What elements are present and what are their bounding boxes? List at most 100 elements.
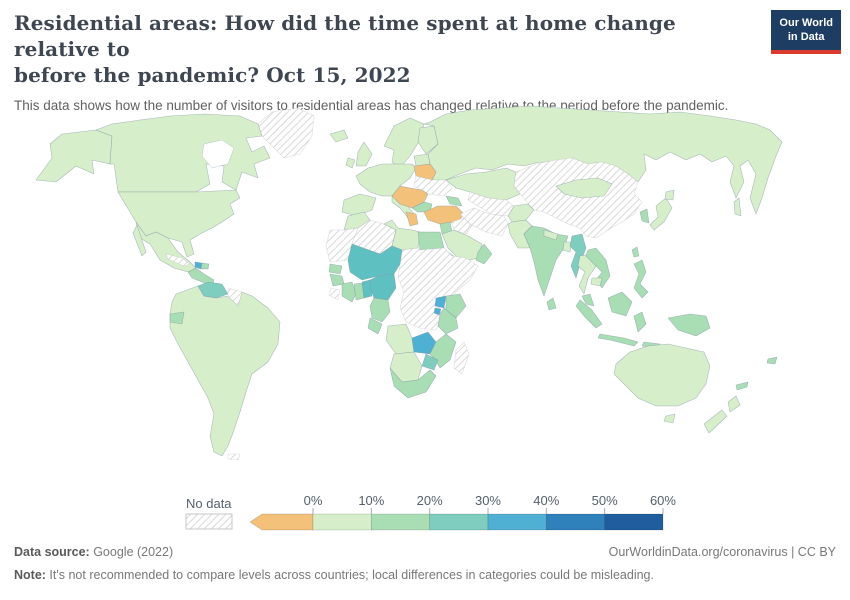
country-sri-lanka[interactable] xyxy=(546,297,557,311)
note-label: Note: xyxy=(14,568,46,582)
legend-segment-p40_50[interactable] xyxy=(545,513,606,531)
country-greece[interactable] xyxy=(405,211,419,227)
owid-logo[interactable]: Our World in Data xyxy=(771,10,841,54)
country-guyana-suriname[interactable] xyxy=(227,287,243,307)
legend-no-data-swatch[interactable] xyxy=(185,513,233,530)
country-western-europe[interactable] xyxy=(355,163,417,197)
country-balkans-hungary-serbia-romania[interactable] xyxy=(391,185,429,209)
data-source: Data source: Google (2022) xyxy=(14,545,173,559)
country-south-korea[interactable] xyxy=(639,208,650,224)
country-canada[interactable] xyxy=(95,113,271,193)
legend-tick-label: 0% xyxy=(304,493,323,508)
country-china[interactable] xyxy=(513,157,643,239)
legend-segment-p0_10[interactable] xyxy=(312,513,372,531)
chart-header: Residential areas: How did the time spen… xyxy=(14,10,764,115)
legend-segment-p30_40[interactable] xyxy=(487,513,547,531)
legend-arrow-below-zero[interactable] xyxy=(249,513,314,531)
country-greenland[interactable] xyxy=(257,107,315,159)
country-philippines[interactable] xyxy=(633,259,649,299)
country-cambodia[interactable] xyxy=(590,277,603,287)
country-turkey[interactable] xyxy=(423,205,465,225)
country-cameroon[interactable] xyxy=(369,297,391,323)
country-borneo[interactable] xyxy=(607,291,633,317)
country-rwanda[interactable] xyxy=(433,307,442,316)
country-cuba[interactable] xyxy=(165,253,191,267)
legend-tick-label: 20% xyxy=(417,493,443,508)
country-myanmar[interactable] xyxy=(569,233,587,279)
country-mali-niger-burkina[interactable] xyxy=(347,243,403,281)
country-new-zealand-south[interactable] xyxy=(703,409,728,434)
country-norway-sweden[interactable] xyxy=(383,117,425,169)
country-togo-benin[interactable] xyxy=(361,279,373,299)
page-title-line-2: before the pandemic? Oct 15, 2022 xyxy=(14,63,411,87)
country-senegal[interactable] xyxy=(328,263,343,275)
country-baja-california[interactable] xyxy=(132,224,147,257)
country-mongolia[interactable] xyxy=(555,177,613,199)
country-australia[interactable] xyxy=(613,343,711,407)
country-egypt[interactable] xyxy=(417,231,445,251)
country-taiwan[interactable] xyxy=(631,246,640,258)
country-dominican-republic[interactable] xyxy=(200,262,210,270)
country-ivory-coast[interactable] xyxy=(341,281,357,303)
chart-footer: Data source: Google (2022) OurWorldinDat… xyxy=(14,545,836,582)
country-bangladesh[interactable] xyxy=(562,241,573,253)
country-sierra-leone-liberia[interactable] xyxy=(328,287,341,301)
legend-segment-p50_60[interactable] xyxy=(604,513,664,531)
country-iran[interactable] xyxy=(459,207,509,237)
country-sulawesi[interactable] xyxy=(633,311,647,333)
country-iceland[interactable] xyxy=(329,129,349,143)
legend-tick-label: 50% xyxy=(592,493,618,508)
country-kenya[interactable] xyxy=(445,293,467,319)
hudson-bay xyxy=(201,139,235,169)
country-alaska[interactable] xyxy=(35,129,113,183)
note: Note: It's not recommended to compare le… xyxy=(14,568,836,582)
country-nepal[interactable] xyxy=(543,229,559,241)
country-gabon-congo[interactable] xyxy=(367,317,383,335)
country-madagascar[interactable] xyxy=(453,341,470,375)
data-source-value: Google (2022) xyxy=(89,545,174,559)
country-chad-sudan-horn-drc[interactable] xyxy=(397,247,479,331)
country-fiji[interactable] xyxy=(766,356,778,365)
legend-tick-label: 10% xyxy=(358,493,384,508)
country-java[interactable] xyxy=(597,333,639,347)
country-ireland[interactable] xyxy=(345,157,356,169)
country-bulgaria[interactable] xyxy=(411,201,433,213)
country-belarus[interactable] xyxy=(413,163,437,181)
country-japan[interactable] xyxy=(649,197,673,231)
country-united-kingdom[interactable] xyxy=(355,141,373,167)
country-caucasus[interactable] xyxy=(445,195,463,207)
country-new-caledonia[interactable] xyxy=(735,381,749,391)
country-japan-hokkaido[interactable] xyxy=(664,189,675,201)
country-sakhalin[interactable] xyxy=(733,197,742,217)
country-spain-portugal[interactable] xyxy=(341,193,377,217)
country-new-zealand-north[interactable] xyxy=(727,395,741,413)
legend-tick-label: 30% xyxy=(475,493,501,508)
country-ecuador[interactable] xyxy=(169,311,185,325)
country-uganda[interactable] xyxy=(434,295,447,309)
note-value: It's not recommended to compare levels a… xyxy=(45,568,654,582)
country-tasmania[interactable] xyxy=(663,413,676,424)
country-finland[interactable] xyxy=(417,125,439,155)
owid-logo-line-2: in Data xyxy=(787,31,825,44)
country-russia[interactable] xyxy=(423,105,783,215)
country-falkland-islands[interactable] xyxy=(227,453,241,461)
legend-segment-p10_20[interactable] xyxy=(370,513,431,531)
country-sumatra[interactable] xyxy=(575,299,603,329)
country-south-america[interactable] xyxy=(169,285,281,457)
owid-logo-line-1: Our World xyxy=(779,17,833,29)
legend-no-data-label: No data xyxy=(186,496,232,511)
legend-segment-p20_30[interactable] xyxy=(429,513,489,531)
owid-link[interactable]: OurWorldinData.org/coronavirus | CC BY xyxy=(608,545,836,559)
page-title-line-1: Residential areas: How did the time spen… xyxy=(14,11,676,61)
country-zimbabwe[interactable] xyxy=(421,353,439,371)
country-south-africa[interactable] xyxy=(389,367,437,399)
country-oman[interactable] xyxy=(475,243,493,265)
country-angola[interactable] xyxy=(385,323,415,355)
legend: No data 0% 10% 20% 30% 40% 50% 60% xyxy=(185,493,676,531)
country-nigeria[interactable] xyxy=(369,273,397,301)
country-malaysia[interactable] xyxy=(581,293,595,307)
data-source-label: Data source: xyxy=(14,545,90,559)
legend-tick-label: 40% xyxy=(533,493,559,508)
country-papua-new-guinea[interactable] xyxy=(667,313,711,337)
